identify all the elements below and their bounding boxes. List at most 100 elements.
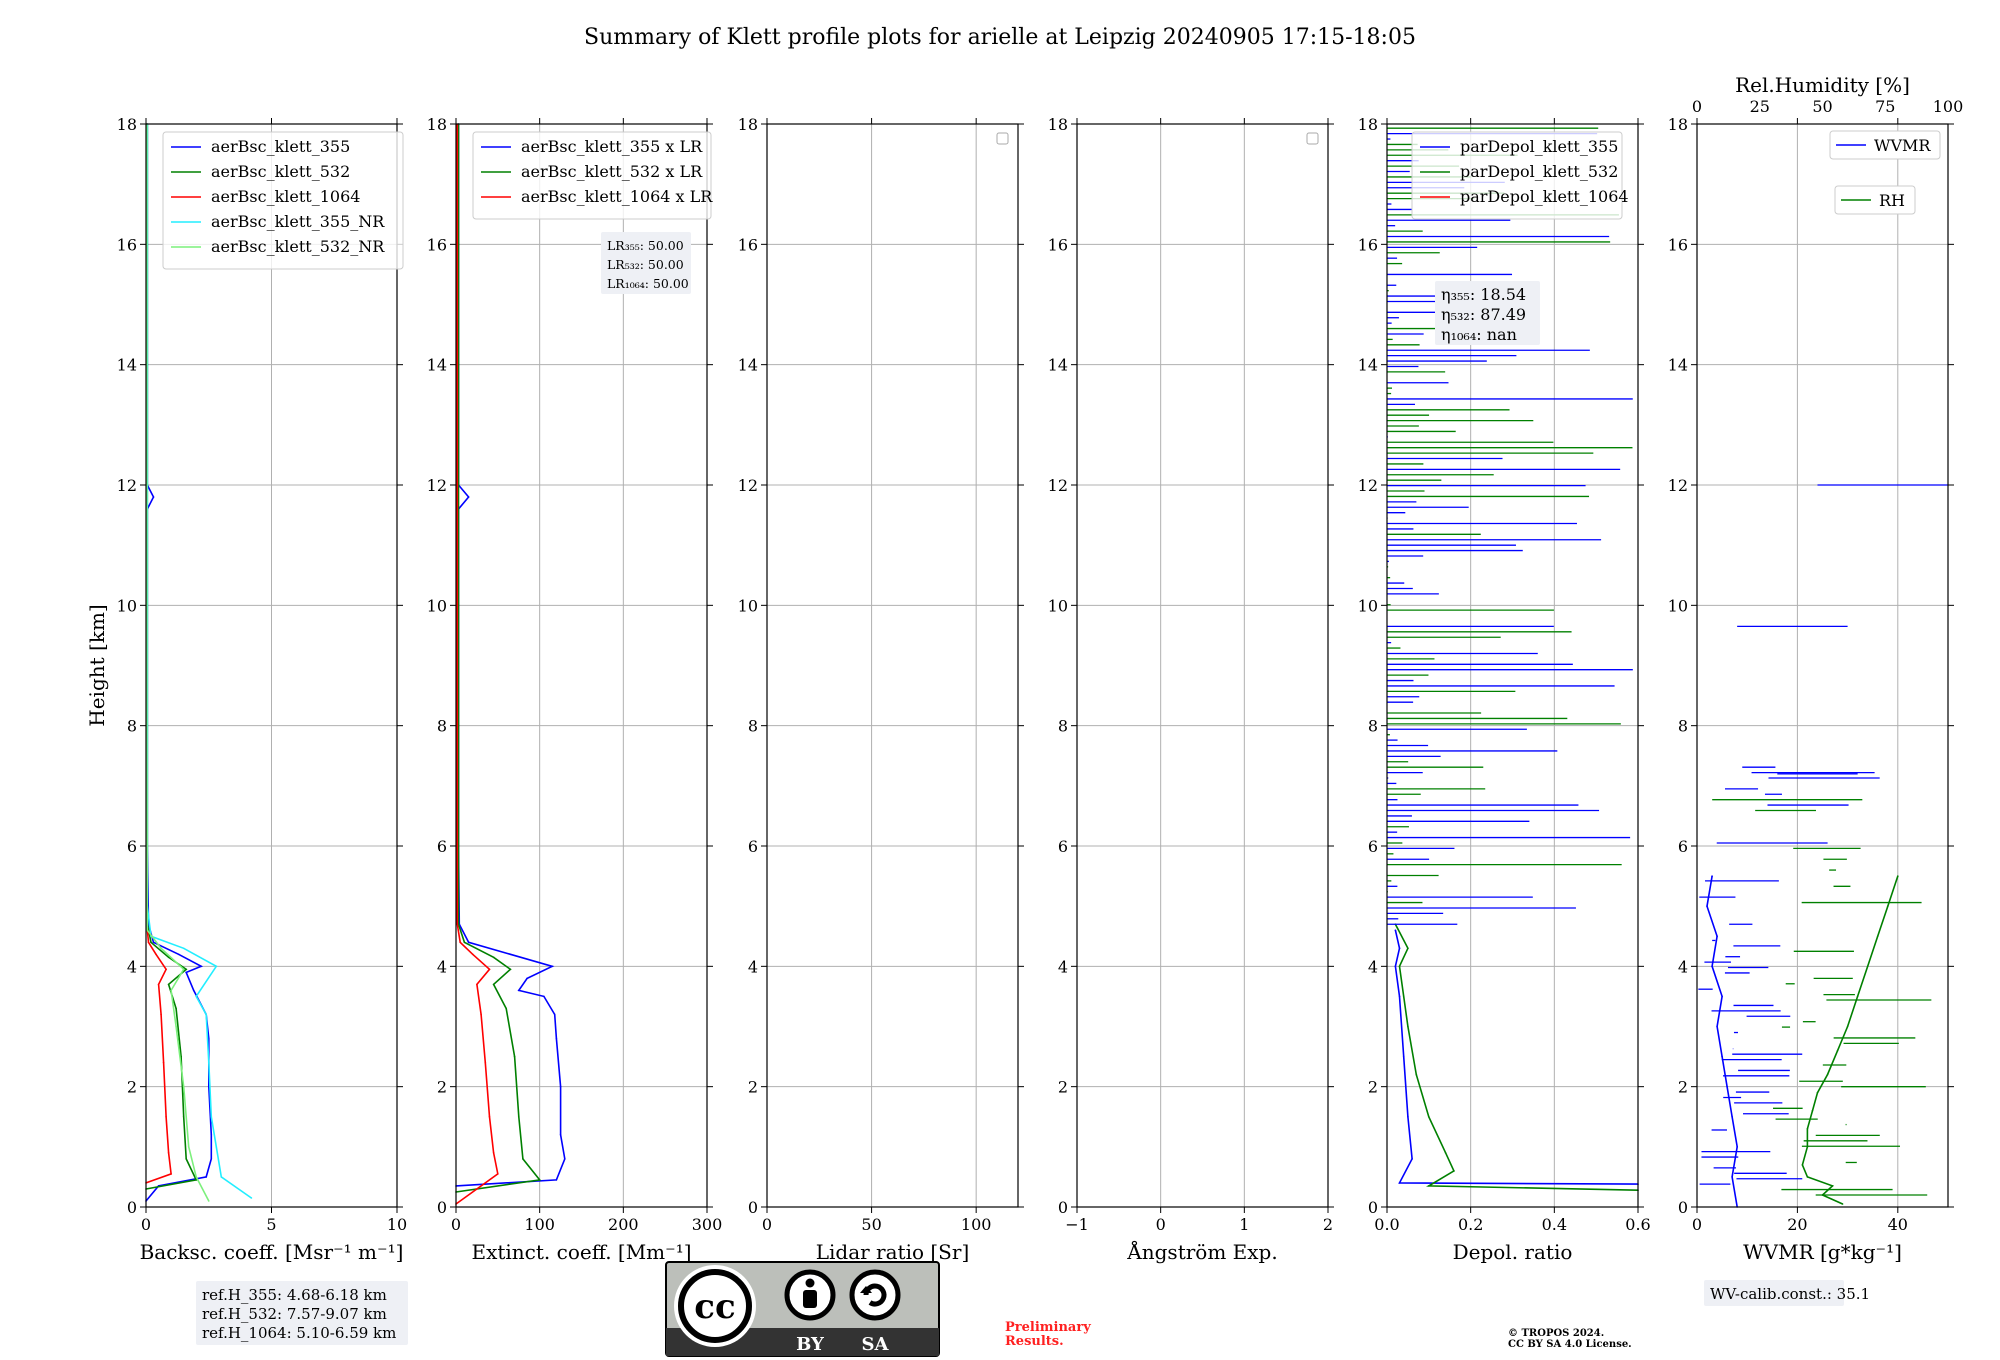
data-point (192, 989, 195, 992)
legend-entry: aerBsc_klett_355 (211, 137, 350, 156)
data-point (1736, 1146, 1738, 1148)
data-point (195, 995, 197, 998)
data-point (492, 1152, 495, 1154)
data-point (152, 941, 155, 944)
y-tick-label: 8 (1058, 717, 1068, 736)
legend-box (1411, 131, 1623, 220)
data-point (1394, 965, 1397, 968)
y-tick-label: 18 (427, 115, 447, 134)
data-point (497, 1173, 499, 1175)
data-point (559, 1085, 562, 1088)
legend-entry: aerBsc_klett_1064 (211, 187, 360, 206)
y-tick-label: 4 (127, 957, 137, 976)
data-point (170, 1173, 172, 1175)
data-point (195, 1179, 197, 1181)
data-point (167, 983, 170, 986)
data-point (456, 484, 459, 486)
data-point (210, 1115, 213, 1118)
data-point (509, 953, 512, 956)
data-point (1398, 947, 1401, 950)
data-point (157, 983, 160, 986)
y-tick-label: 2 (437, 1078, 447, 1097)
y-tick-label: 10 (1668, 596, 1688, 615)
data-point (517, 1115, 520, 1118)
series-line-aerBsc_klett_1064 (145, 124, 172, 1184)
y-tick-label: 2 (1368, 1078, 1378, 1097)
series-line-aerBsc_klett_532_NR (146, 124, 210, 1202)
y-tick-label: 12 (427, 476, 447, 495)
x-tick-label: 40 (1888, 1215, 1908, 1234)
y-tick-label: 12 (1048, 476, 1068, 495)
y-axis-label: Height [km] (85, 604, 109, 726)
data-point (522, 1158, 524, 1160)
legend-entry: aerBsc_klett_1064 x LR (521, 187, 713, 206)
y-tick-label: 0 (748, 1198, 758, 1217)
empty-legend-box (1306, 132, 1319, 145)
data-point (457, 484, 460, 486)
eta-box (1435, 281, 1540, 345)
data-point (147, 941, 150, 944)
x-tick-label: 0.6 (1625, 1215, 1650, 1234)
x-axis-label: Depol. ratio (1453, 1240, 1573, 1264)
legend-box (162, 131, 404, 270)
lr-label: LR₁₀₆₄: 50.00 (607, 276, 689, 291)
legend-entry: parDepol_klett_532 (1460, 162, 1618, 181)
data-point (167, 956, 170, 959)
series-line-RH (1801, 875, 1899, 1205)
data-point (1411, 1158, 1413, 1160)
y-tick-label: 2 (1678, 1078, 1688, 1097)
ref-height-355: ref.H_355: 4.68-6.18 km (202, 1286, 387, 1304)
top-tick-label: 100 (1933, 97, 1964, 116)
data-point (517, 989, 520, 992)
data-point (467, 941, 470, 944)
panel-bsc: 0 5 10 0 2 4 6 8 10 12 14 16 18 Backsc. coeff. [Msr⁻¹… (85, 115, 407, 1264)
y-tick-label: 16 (427, 235, 447, 254)
data-point (182, 947, 185, 950)
data-point (456, 923, 459, 926)
y-tick-label: 2 (1058, 1078, 1068, 1097)
data-point (1826, 1073, 1829, 1076)
y-tick-label: 2 (748, 1078, 758, 1097)
data-point (1407, 947, 1409, 950)
data-point (1866, 965, 1869, 968)
data-point (167, 1152, 170, 1154)
data-point (205, 1176, 208, 1178)
axes-frame (455, 123, 708, 1208)
data-point (1716, 935, 1718, 938)
data-point (1711, 965, 1713, 968)
data-point (492, 956, 495, 959)
lr-label: LR₃₅₅: 50.00 (607, 238, 684, 253)
data-point (484, 1061, 487, 1064)
data-point (165, 1115, 167, 1118)
legend-box (1834, 185, 1916, 215)
top-tick-label: 0 (1692, 97, 1702, 116)
data-point (488, 968, 491, 971)
data-point (1415, 1073, 1418, 1076)
top-tick-label: 50 (1812, 97, 1832, 116)
ref-height-box: ref.H_355: 4.68-6.18 km ref.H_532: 7.57-… (196, 1281, 408, 1345)
legend-entry: aerBsc_klett_532 (211, 162, 350, 181)
y-tick-label: 4 (1368, 957, 1378, 976)
copyright-line1: © TROPOS 2024. (1508, 1328, 1604, 1339)
y-tick-label: 4 (1058, 957, 1068, 976)
sa-label: SA (862, 1334, 890, 1355)
data-point (207, 1061, 210, 1064)
x-axis-label: Extinct. coeff. [Mm⁻¹] (471, 1240, 691, 1264)
data-point (459, 941, 461, 944)
y-tick-label: 8 (1368, 717, 1378, 736)
x-axis-label: Lidar ratio [Sr] (816, 1240, 970, 1264)
y-tick-label: 8 (748, 717, 758, 736)
data-point (160, 1013, 162, 1016)
data-point (1402, 995, 1405, 998)
data-point (207, 1037, 210, 1040)
y-tick-label: 18 (1048, 115, 1068, 134)
x-axis-label: Ångström Exp. (1126, 1239, 1277, 1264)
x-tick-label: 0.4 (1542, 1215, 1567, 1234)
data-point (553, 1013, 556, 1016)
data-point (187, 1146, 190, 1148)
y-tick-label: 14 (117, 356, 137, 375)
y-tick-label: 16 (738, 235, 758, 254)
x-tick-label: 100 (524, 1215, 555, 1234)
data-point (1816, 1091, 1819, 1094)
